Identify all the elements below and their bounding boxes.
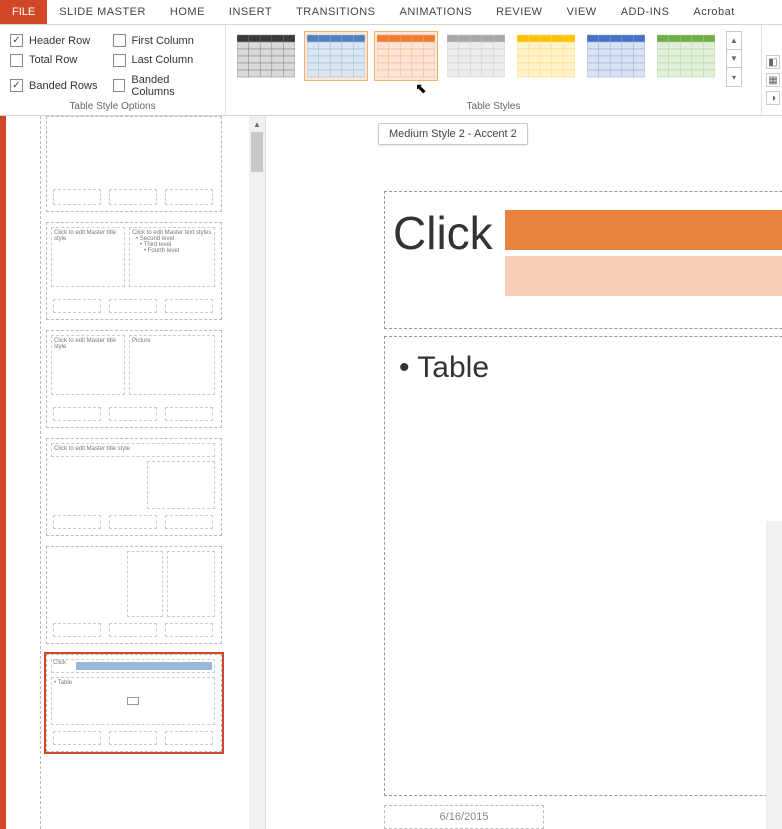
effects-button[interactable]: ◑ — [766, 91, 780, 105]
table-body-row — [505, 256, 782, 296]
checkbox-icon — [10, 79, 23, 92]
ribbon-tabs: FILE SLIDE MASTER HOME INSERT TRANSITION… — [0, 0, 782, 24]
check-label: Banded Rows — [29, 80, 98, 92]
tab-view[interactable]: VIEW — [555, 0, 609, 24]
check-banded-rows[interactable]: Banded Rows — [10, 72, 113, 99]
layout-thumb-1[interactable] — [46, 116, 222, 212]
ribbon-body: Header Row First Column Total Row Last C… — [0, 24, 782, 116]
layout-thumb-3[interactable]: Click to edit Master title style Picture — [46, 330, 222, 428]
tab-home[interactable]: HOME — [158, 0, 217, 24]
group-label-style-options: Table Style Options — [0, 99, 225, 115]
thumbnail-scrollbar[interactable]: ▲ — [249, 116, 265, 829]
table-style-swatch-1[interactable] — [304, 31, 368, 81]
tab-animations[interactable]: ANIMATIONS — [388, 0, 485, 24]
style-tooltip: Medium Style 2 - Accent 2 — [378, 123, 528, 145]
gallery-more-icon[interactable]: ▾ — [727, 68, 741, 86]
shading-button[interactable]: ◧ — [766, 55, 780, 69]
thumb-text: Click — [52, 659, 67, 667]
table-style-swatch-6[interactable] — [654, 31, 718, 81]
checkbox-icon — [113, 34, 126, 47]
layout-thumb-6-selected[interactable]: Click • Table — [46, 654, 222, 752]
check-last-column[interactable]: Last Column — [113, 53, 216, 69]
tab-file[interactable]: FILE — [0, 0, 47, 24]
table-style-swatch-3[interactable] — [444, 31, 508, 81]
scroll-up-icon[interactable]: ▲ — [249, 116, 265, 132]
table-header-row — [505, 210, 782, 250]
check-label: Header Row — [29, 35, 90, 47]
check-first-column[interactable]: First Column — [113, 33, 216, 49]
bullet-text: • Table — [399, 351, 489, 385]
table-style-swatch-2[interactable]: ⬉ — [374, 31, 438, 81]
ruler-gutter — [266, 116, 296, 829]
slide-thumbnail-panel: Click to edit Master title style Click t… — [6, 116, 266, 829]
layout-thumb-2[interactable]: Click to edit Master title style Click t… — [46, 222, 222, 320]
checkbox-icon — [113, 54, 126, 67]
gallery-up-icon[interactable]: ▲ — [727, 32, 741, 50]
date-placeholder[interactable]: 6/16/2015 — [384, 805, 544, 829]
gallery-down-icon[interactable]: ▼ — [727, 50, 741, 68]
layout-thumb-4[interactable]: Click to edit Master title style — [46, 438, 222, 536]
thumb-text: • Fourth level — [132, 248, 212, 254]
check-label: First Column — [132, 35, 194, 47]
checkbox-icon — [10, 34, 23, 47]
check-label: Last Column — [132, 54, 194, 66]
title-text: Click — [393, 206, 493, 260]
table-style-swatch-0[interactable] — [234, 31, 298, 81]
tab-insert[interactable]: INSERT — [217, 0, 284, 24]
tab-review[interactable]: REVIEW — [484, 0, 554, 24]
title-placeholder[interactable]: Click — [384, 191, 782, 329]
editor-area: Click to edit Master title style Click t… — [0, 116, 782, 829]
checkbox-icon — [10, 54, 23, 67]
table-style-swatch-4[interactable] — [514, 31, 578, 81]
check-label: Total Row — [29, 54, 77, 66]
layout-thumb-5[interactable] — [46, 546, 222, 644]
table-style-gallery: ⬉ ▲▼▾ — [226, 25, 761, 99]
tab-addins[interactable]: ADD-INS — [609, 0, 682, 24]
check-header-row[interactable]: Header Row — [10, 33, 113, 49]
group-label-table-styles: Table Styles — [226, 99, 761, 115]
canvas-scrollbar[interactable] — [766, 521, 782, 829]
tab-slide-master[interactable]: SLIDE MASTER — [47, 0, 158, 24]
slide-canvas: Medium Style 2 - Accent 2 Click • Table … — [296, 116, 782, 829]
date-text: 6/16/2015 — [440, 811, 489, 823]
scroll-handle[interactable] — [251, 132, 263, 172]
borders-button[interactable]: ▦ — [766, 73, 780, 87]
table-style-options-group: Header Row First Column Total Row Last C… — [0, 25, 226, 115]
table-style-swatch-5[interactable] — [584, 31, 648, 81]
check-label: Banded Columns — [131, 74, 215, 98]
table-styles-group: ⬉ ▲▼▾ Table Styles — [226, 25, 762, 115]
tab-acrobat[interactable]: Acrobat — [681, 0, 746, 24]
tab-transitions[interactable]: TRANSITIONS — [284, 0, 387, 24]
ribbon-overflow: ◧ ▦ ◑ — [762, 25, 782, 115]
content-placeholder[interactable]: • Table — [384, 336, 782, 796]
gallery-scroll: ▲▼▾ — [726, 31, 742, 87]
check-banded-columns[interactable]: Banded Columns — [113, 72, 216, 99]
cursor-icon: ⬉ — [415, 80, 427, 97]
check-total-row[interactable]: Total Row — [10, 53, 113, 69]
checkbox-icon — [113, 79, 126, 92]
thumb-text: • Table — [54, 680, 212, 686]
